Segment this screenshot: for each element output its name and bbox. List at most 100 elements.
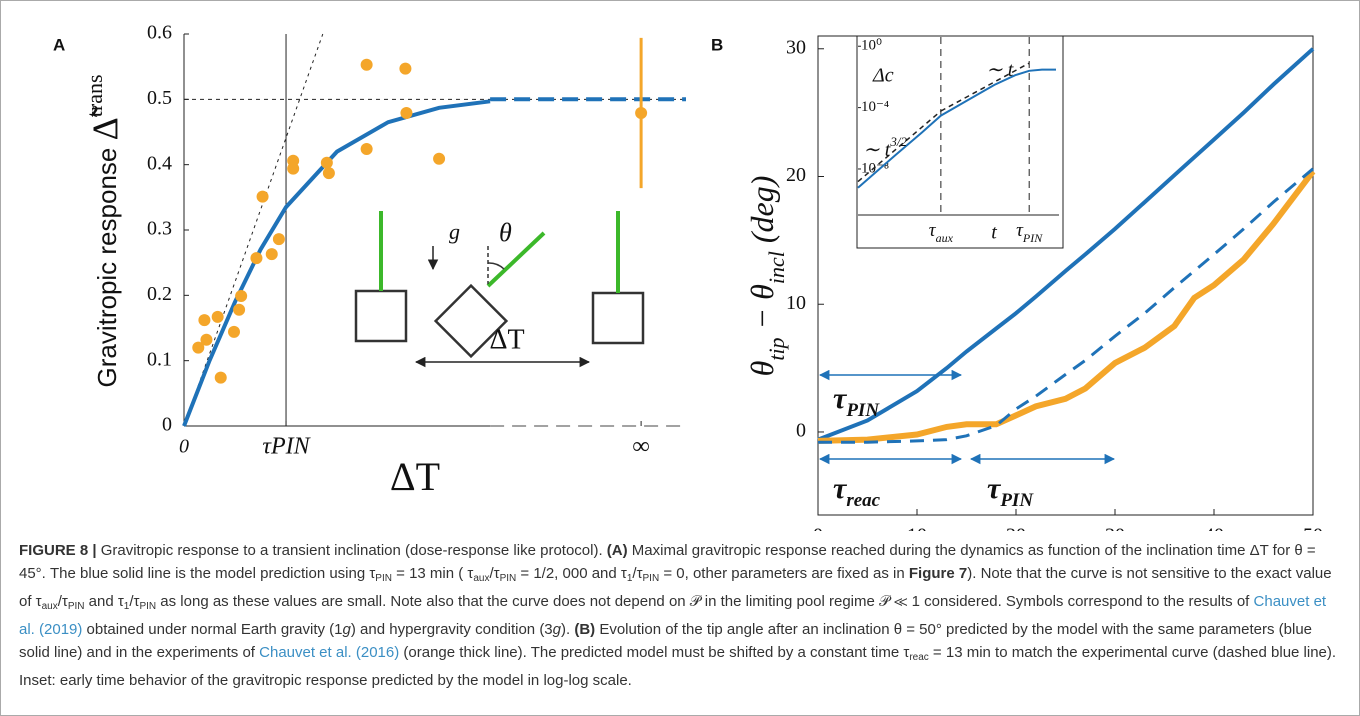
y-tick-label: 0.4: [147, 152, 172, 174]
data-point: [265, 248, 278, 261]
x-axis-title: ΔT: [390, 454, 440, 499]
y-tick-label: 0.5: [147, 87, 172, 109]
asymptote-label-part: ∼ t: [986, 59, 1014, 81]
asymptote: [857, 110, 942, 183]
data-point: [272, 233, 285, 246]
x-tick-label: 10: [907, 525, 927, 531]
data-point: [198, 314, 211, 327]
data-point: [320, 156, 333, 169]
x-tick-label-part: τ: [1016, 220, 1024, 241]
data-point: [360, 58, 373, 71]
gravity-label: g: [449, 219, 460, 244]
data-point: [227, 325, 240, 338]
data-point: [233, 303, 246, 316]
y-axis-title: Gravitropic response Δ̃trans: [82, 74, 126, 387]
caption-text: obtained under normal Earth gravity (1: [82, 621, 343, 638]
caption-text: Figure 7: [908, 565, 968, 582]
annotation-part: τ: [987, 472, 1002, 505]
panel-label: A: [53, 35, 65, 54]
x-tick-label: τaux: [929, 220, 954, 244]
annotation-part: τ: [833, 382, 848, 415]
y-tick-label: 0: [796, 420, 806, 442]
plot-frame: [817, 35, 1314, 516]
data-point: [250, 252, 263, 265]
y-tick-label: 30: [786, 36, 806, 58]
caption-text: aux: [41, 601, 58, 612]
caption-text: = 1/2, 000 and τ: [516, 565, 627, 582]
annotation-part: PIN: [845, 400, 880, 421]
caption-text: (orange thick line). The predicted model…: [399, 644, 910, 661]
y-axis-title: Δc: [872, 65, 894, 87]
annotation-part: τ: [833, 472, 848, 505]
caption-text: /τ: [57, 593, 68, 610]
citation-link[interactable]: Chauvet et al. (2016): [259, 644, 400, 661]
y-axis-title-part: Gravitropic response: [92, 140, 122, 387]
caption-text: aux: [473, 573, 490, 584]
x-tick-label: 20: [1006, 525, 1026, 531]
caption-text: = 13 min to match the experimental curve…: [19, 644, 1337, 689]
caption-text: = 13 min ( τ: [391, 565, 474, 582]
charts: A B g θ ΔT 00.10.20.30.40.50.60 τPIN ∞ΔTGr…: [53, 22, 1323, 531]
data-point: [433, 152, 446, 165]
annotation: τreac: [833, 472, 881, 511]
y-tick-label: 10⁻⁴: [861, 99, 889, 115]
data-point: [400, 107, 413, 120]
y-axis-title-part: θ: [744, 361, 780, 377]
caption-text: and τ: [84, 593, 124, 610]
caption-text: /τ: [632, 565, 643, 582]
y-axis-title: θtip − θincl (deg): [744, 176, 788, 377]
angle-label: θ: [499, 218, 512, 247]
caption-text: /τ: [129, 593, 140, 610]
x-axis-title: t: [991, 222, 997, 244]
asymptote-label: ∼ t: [986, 59, 1014, 81]
data-point: [256, 190, 269, 203]
caption-text: ) and hypergravity condition (3: [350, 621, 553, 638]
data-point: [360, 142, 373, 155]
y-axis-title-part: − θ: [744, 284, 780, 337]
y-tick-label: 0.6: [147, 22, 172, 44]
caption-text: = 0, other parameters are fixed as in: [659, 565, 909, 582]
y-axis-title-part: tip: [764, 337, 789, 360]
y-axis-title-part: trans: [82, 74, 107, 117]
x-tick-label: τPIN: [262, 434, 311, 460]
caption-text: as long as these values are small. Note …: [156, 593, 1254, 610]
caption-text: (B): [574, 621, 596, 638]
caption-text: PIN: [139, 601, 157, 612]
asymptote: [940, 62, 1030, 112]
data-point: [192, 341, 205, 354]
caption-text: FIGURE 8 |: [19, 542, 97, 559]
caption-text: Evolution of the tip angle after an incl…: [19, 621, 1313, 661]
data-point: [214, 371, 227, 384]
series-line: [818, 167, 1314, 444]
caption-text: 1: [123, 601, 130, 612]
caption-text: Maximal gravitropic response reached dur…: [19, 542, 1316, 582]
x-tick-label: 40: [1204, 525, 1224, 531]
y-tick-label: 0.2: [147, 283, 172, 305]
diagram: [354, 211, 645, 368]
y-tick-label: 10⁰: [861, 38, 882, 54]
data-point: [287, 162, 300, 175]
asymptote-label-part: ∼ t: [863, 139, 891, 161]
data-point: [399, 62, 412, 75]
annotation: τPIN: [987, 472, 1034, 511]
x-tick-label: τPIN: [1016, 220, 1043, 244]
y-tick-label: 0.3: [147, 218, 172, 240]
caption-text: Gravitropic response to a transient incl…: [96, 542, 607, 559]
caption-text: /τ: [489, 565, 500, 582]
model-curve: [182, 99, 491, 427]
data-point: [211, 310, 224, 323]
x-tick-label: 50: [1303, 525, 1323, 531]
caption-text: ). Note that the curve is not sensitive …: [19, 565, 1332, 610]
x-tick-label: 30: [1105, 525, 1125, 531]
caption-text: g: [552, 621, 561, 638]
data-point: [235, 289, 248, 302]
y-tick-label: 20: [786, 164, 806, 186]
x-tick-label: 0: [813, 525, 823, 531]
annotation-part: reac: [846, 490, 880, 511]
citation-link[interactable]: Chauvet et al. (2019): [19, 593, 1327, 638]
caption-text: g: [342, 621, 351, 638]
x-tick-label-part: PIN: [1022, 231, 1043, 245]
asymptote-label: ∼ t3/2: [863, 134, 907, 160]
x-tick-label-part: τ: [929, 220, 937, 241]
